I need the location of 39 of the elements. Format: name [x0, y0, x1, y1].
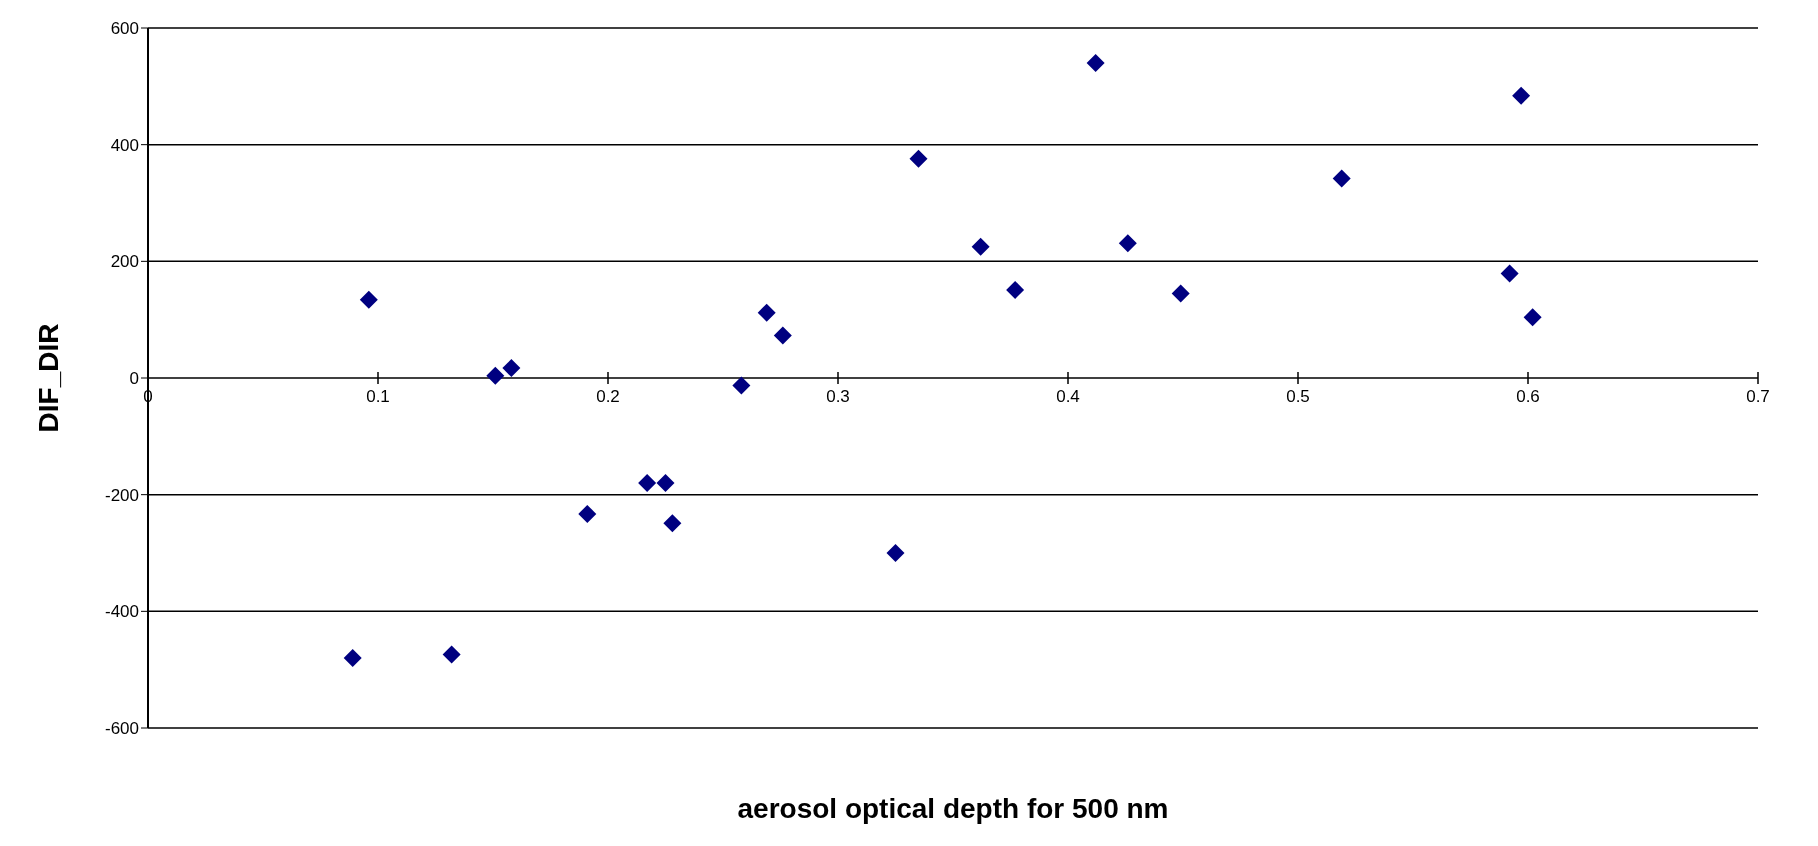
point: [578, 504, 597, 523]
x-axis-title: aerosol optical depth for 500 nm: [737, 793, 1169, 824]
x-tick-label: 0.3: [826, 387, 850, 406]
x-tick-label: 0.2: [596, 387, 620, 406]
x-tick-label: 0.7: [1746, 387, 1770, 406]
point: [757, 303, 776, 322]
x-tick-label: 0.6: [1516, 387, 1540, 406]
point: [732, 376, 751, 395]
point: [909, 149, 928, 168]
y-tick-label: 200: [110, 252, 139, 272]
point: [773, 326, 792, 345]
x-tick-label: 0.4: [1056, 387, 1080, 406]
point: [886, 544, 905, 562]
y-tick-label: -200: [104, 485, 139, 505]
point: [442, 645, 461, 664]
point: [656, 474, 675, 492]
point: [343, 649, 362, 667]
point: [663, 514, 682, 533]
point: [1523, 308, 1542, 327]
point: [1512, 86, 1531, 105]
point: [502, 359, 521, 378]
point: [638, 474, 657, 492]
point: [1086, 54, 1105, 72]
point: [1171, 284, 1190, 303]
y-tick-label: -400: [104, 602, 139, 622]
point: [1118, 234, 1137, 253]
x-tick-label: 0.5: [1286, 387, 1310, 406]
y-tick-label: 400: [110, 135, 139, 155]
point: [486, 366, 505, 385]
point: [1006, 280, 1025, 299]
point: [1332, 169, 1351, 188]
y-tick-label: 600: [110, 19, 139, 39]
x-tick-label: 0.1: [366, 387, 390, 406]
y-axis-title: DIF_DIR: [32, 323, 64, 433]
point: [359, 290, 378, 309]
point: [1500, 264, 1519, 283]
y-tick-label: 0: [129, 369, 139, 389]
y-tick-label: -600: [104, 719, 139, 739]
point: [971, 237, 990, 256]
